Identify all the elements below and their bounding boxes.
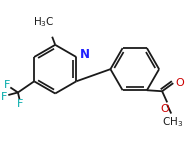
Text: F: F xyxy=(4,80,10,90)
Text: CH$_3$: CH$_3$ xyxy=(162,116,183,129)
Text: F: F xyxy=(17,99,24,109)
Text: N: N xyxy=(80,48,90,61)
Text: O: O xyxy=(161,104,169,114)
Text: H$_3$C: H$_3$C xyxy=(33,15,55,29)
Text: F: F xyxy=(1,92,7,101)
Text: O: O xyxy=(175,78,184,88)
